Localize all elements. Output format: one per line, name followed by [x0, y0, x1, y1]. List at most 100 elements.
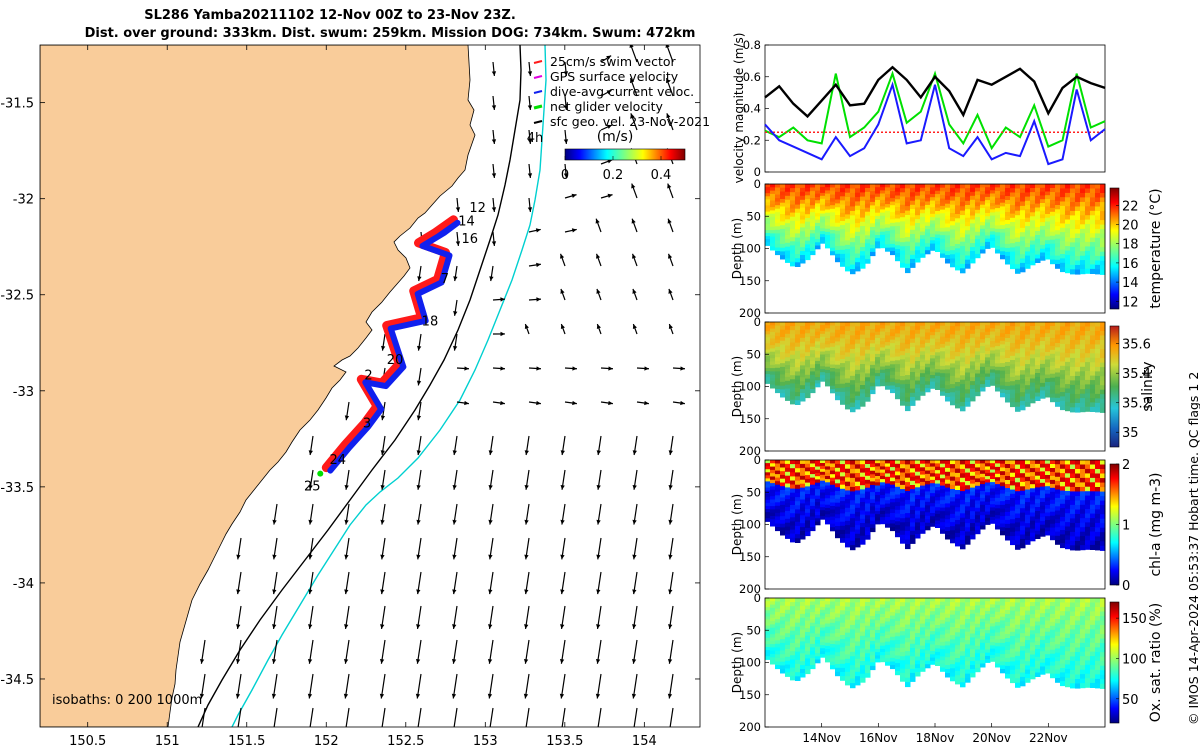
- chl-a-cell: [915, 479, 921, 484]
- oxygen-cell: [820, 654, 826, 658]
- chl-a-cell: [1000, 527, 1006, 532]
- chl-a-cell: [1060, 460, 1066, 465]
- depth-tick-label: 50: [746, 347, 761, 361]
- chl-a-cell: [880, 491, 886, 496]
- salinity-cell: [765, 358, 771, 363]
- salinity-cell: [875, 363, 881, 368]
- chl-a-cell: [900, 534, 906, 540]
- temperature-cell: [780, 195, 786, 200]
- chl-a-cell: [1060, 543, 1066, 549]
- chl-a-cell: [940, 500, 946, 505]
- salinity-cell: [1040, 382, 1046, 388]
- chl-a-cell: [1055, 531, 1061, 537]
- chl-a-cell: [1090, 522, 1096, 528]
- salinity-cell: [850, 398, 856, 404]
- chl-a-cell: [990, 510, 996, 515]
- salinity-cell: [980, 373, 986, 378]
- chl-a-cell: [985, 472, 991, 477]
- temperature-cell: [780, 214, 786, 219]
- chl-a-cell: [1020, 460, 1026, 465]
- temperature-cell: [1000, 187, 1006, 192]
- salinity-cell: [1025, 372, 1031, 378]
- chl-a-cell: [870, 495, 876, 500]
- chl-a-cell: [970, 495, 976, 500]
- salinity-cell: [950, 375, 956, 381]
- chl-a-cell: [815, 495, 821, 500]
- oxygen-cell: [800, 665, 806, 670]
- temperature-cell: [845, 188, 851, 194]
- temperature-cell: [1065, 228, 1071, 234]
- temperature-cell: [820, 210, 826, 215]
- salinity-cell: [800, 357, 806, 362]
- temperature-cell: [840, 229, 846, 234]
- chl-a-cell: [1085, 473, 1091, 479]
- temperature-cell: [825, 212, 831, 217]
- velocity-arrow-head: [344, 554, 349, 560]
- temperature-cell: [1030, 252, 1036, 258]
- chl-a-cell: [805, 516, 811, 521]
- chl-a-cell: [775, 502, 781, 507]
- velocity-arrow-head: [680, 366, 685, 371]
- oxygen-cell: [845, 641, 851, 647]
- salinity-cell: [1010, 338, 1016, 344]
- temperature-cell: [890, 198, 896, 203]
- salinity-cell: [1080, 322, 1086, 328]
- velocity-arrow-head: [560, 324, 565, 330]
- chl-a-cell: [1005, 464, 1011, 469]
- chl-a-cell: [985, 469, 991, 474]
- map-x-tick-label: 153.5: [546, 734, 583, 749]
- salinity-cell: [980, 328, 986, 333]
- chl-a-cell: [1070, 478, 1076, 484]
- chl-a-cell: [895, 475, 901, 480]
- salinity-cell: [930, 341, 936, 346]
- temperature-cell: [885, 214, 891, 219]
- oxygen-cell: [850, 638, 856, 644]
- salinity-cell: [1050, 361, 1056, 367]
- chl-a-cell: [845, 520, 851, 526]
- salinity-cell: [925, 374, 931, 379]
- temperature-cell: [1060, 227, 1066, 233]
- map-x-tick-label: 151.5: [228, 734, 265, 749]
- salinity-cell: [805, 378, 811, 383]
- velocity-arrow-head: [199, 693, 205, 699]
- chl-a-cell: [845, 533, 851, 539]
- chl-a-cell: [975, 500, 981, 505]
- chl-a-cell: [920, 511, 926, 516]
- chl-a-cell: [765, 469, 771, 473]
- temperature-cell: [1070, 197, 1076, 203]
- chl-a-cell: [1080, 504, 1086, 510]
- temperature-cell: [820, 237, 826, 241]
- chl-a-cell: [1085, 500, 1091, 506]
- colorbar-tick-label: 0.4: [651, 168, 672, 183]
- salinity-cell: [855, 326, 861, 332]
- oxygen-cell: [800, 625, 806, 631]
- oxygen-cell: [815, 640, 821, 644]
- oxygen-cell: [840, 606, 846, 611]
- chl-a-cell: [765, 460, 771, 464]
- chl-a-cell: [1090, 540, 1096, 546]
- chl-a-cell: [775, 477, 781, 482]
- chl-a-cell: [1050, 519, 1056, 525]
- salinity-cell: [1035, 333, 1041, 339]
- salinity-cell: [830, 343, 836, 348]
- temperature-cell: [830, 184, 836, 189]
- chl-a-cell: [800, 507, 806, 512]
- temperature-cell: [1000, 236, 1006, 241]
- temperature-cell: [1060, 188, 1066, 194]
- chl-a-cell: [820, 507, 826, 511]
- temperature-cell: [1080, 260, 1086, 266]
- temperature-cell: [1080, 228, 1086, 234]
- salinity-cell: [905, 397, 911, 403]
- oxygen-cell: [830, 629, 836, 634]
- map-y-tick-label: -33: [13, 385, 34, 400]
- salinity-cell: [1035, 353, 1041, 358]
- oxygen-cell: [785, 672, 791, 677]
- salinity-cell: [865, 373, 871, 378]
- temperature-cell: [885, 241, 891, 245]
- salinity-cell: [785, 345, 791, 350]
- salinity-cell: [1015, 402, 1021, 408]
- oxygen-cell: [855, 602, 861, 608]
- salinity-cell: [845, 387, 851, 392]
- temperature-cell: [935, 237, 941, 242]
- chl-a-cell: [1005, 511, 1011, 517]
